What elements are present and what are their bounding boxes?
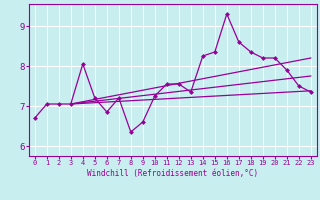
X-axis label: Windchill (Refroidissement éolien,°C): Windchill (Refroidissement éolien,°C) xyxy=(87,169,258,178)
